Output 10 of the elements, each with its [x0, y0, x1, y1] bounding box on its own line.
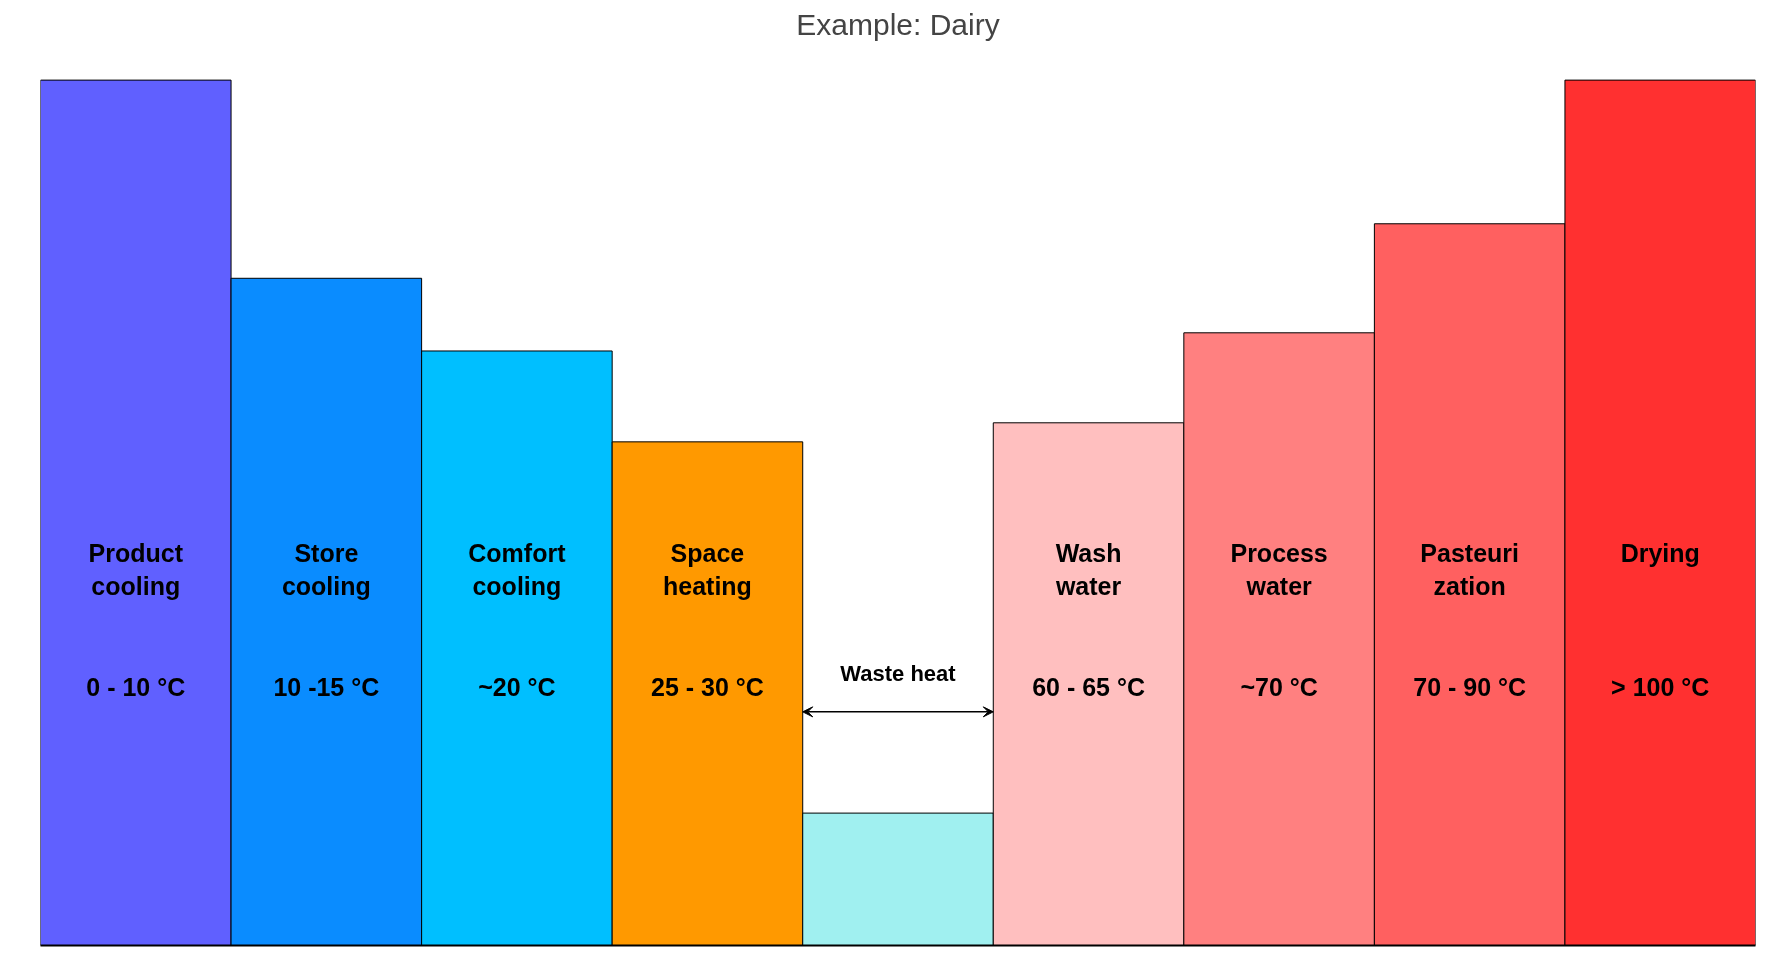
- category-label: Store cooling 10 -15 °C: [273, 538, 380, 702]
- category-label: Wash water 60 - 65 °C: [1032, 538, 1145, 702]
- category-label: Pasteuri zation 70 - 90 °C: [1413, 538, 1527, 702]
- x-tick-label: Waste heat: [840, 660, 957, 686]
- category-label: Comfort cooling ~20 °C: [468, 538, 566, 702]
- category-label: Process water ~70 °C: [1230, 538, 1328, 702]
- chart-title: Example: Dairy: [796, 7, 1000, 41]
- category-label: Space heating 25 - 30 °C: [651, 538, 764, 702]
- category-label: Drying > 100 °C: [1611, 538, 1710, 702]
- category-label: Product cooling 0 - 10 °C: [86, 538, 186, 702]
